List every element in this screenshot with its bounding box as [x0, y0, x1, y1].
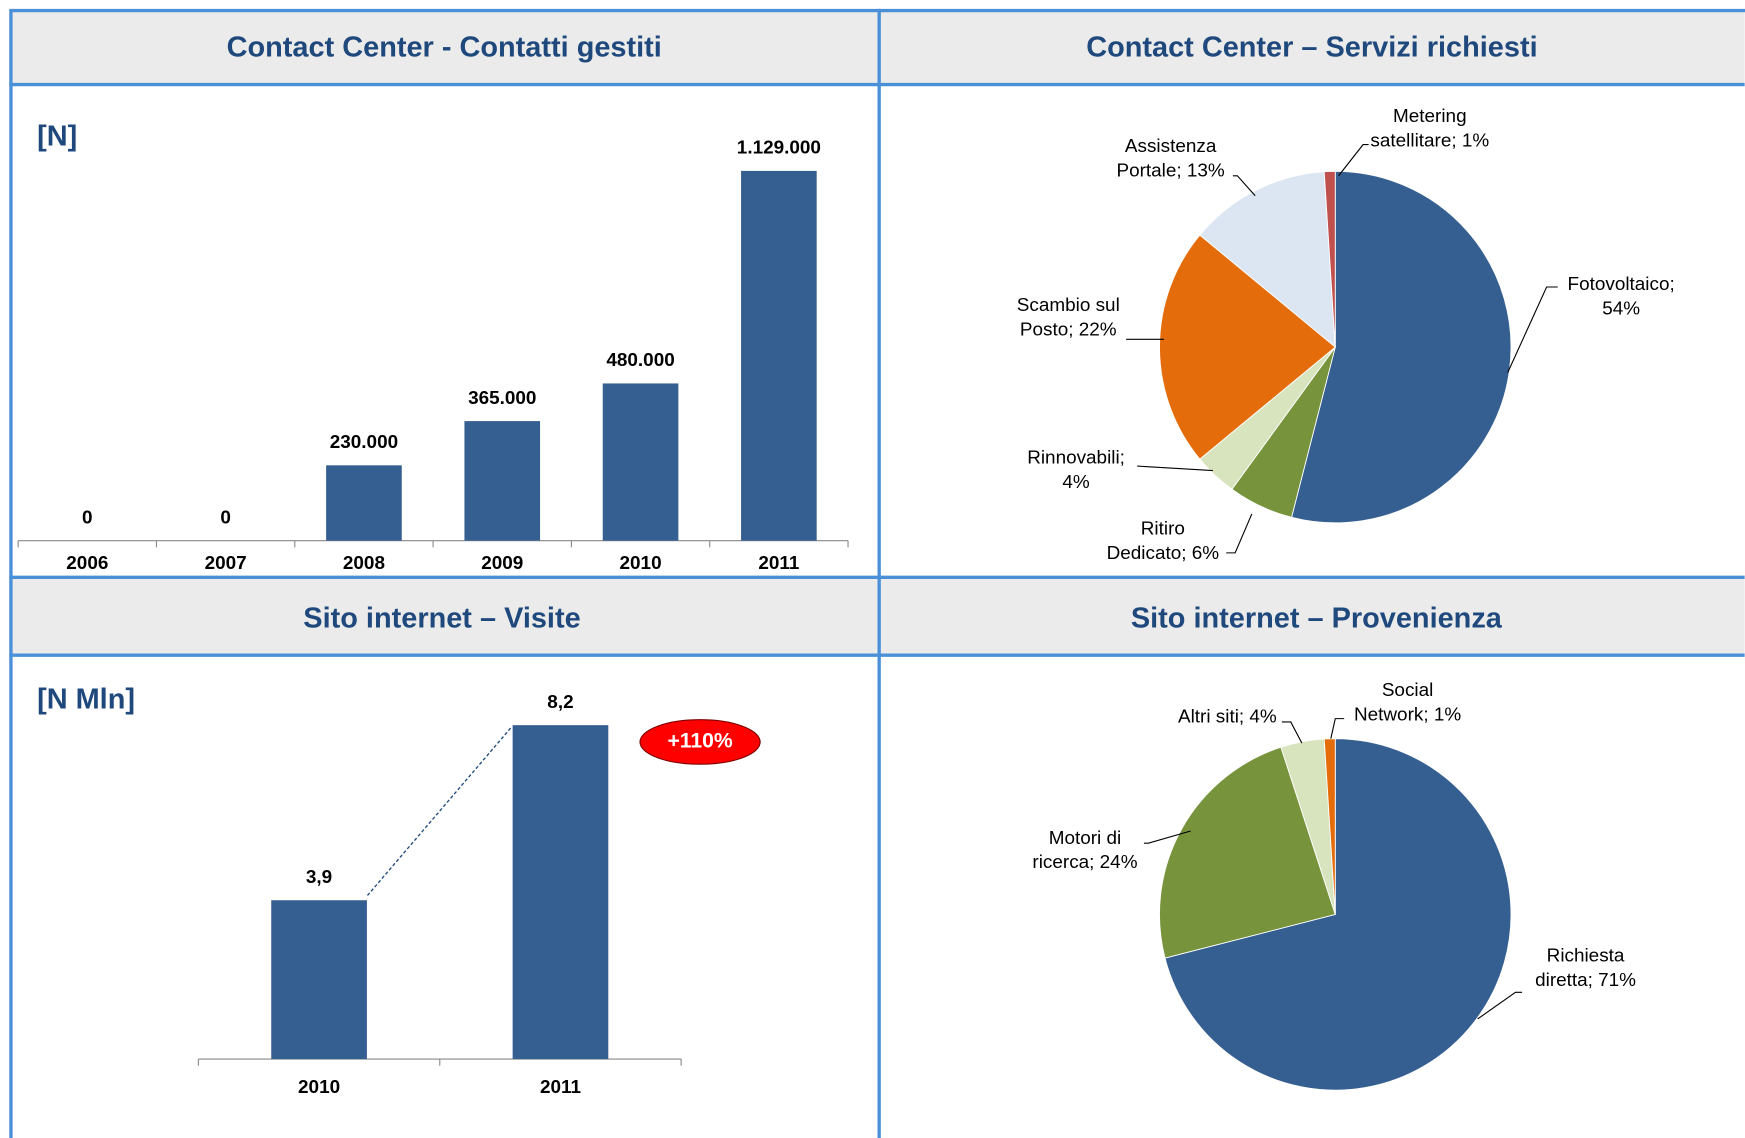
slice-label: Rinnovabili;: [1027, 447, 1125, 468]
bar: [512, 725, 609, 1060]
data-label: 0: [82, 507, 93, 528]
x-tick-label: 2006: [66, 553, 108, 574]
slice-label: Network; 1%: [1354, 704, 1461, 725]
data-label: 8,2: [547, 692, 573, 713]
slice-label: 4%: [1062, 472, 1090, 493]
bar: [464, 421, 541, 541]
pie-slice: [1323, 738, 1336, 915]
slice-label: Ritiro: [1141, 519, 1185, 540]
unit-label: [N]: [37, 121, 77, 153]
panel-title: Sito internet – Provenienza: [1131, 602, 1503, 634]
slice-label: Posto; 22%: [1020, 319, 1117, 340]
slice-label: Scambio sul: [1017, 295, 1120, 316]
bar: [326, 465, 402, 541]
slice-label: Fotovoltaico;: [1568, 274, 1675, 295]
data-label: 230.000: [330, 432, 398, 453]
slice-label: Motori di: [1049, 828, 1121, 849]
x-tick-label: 2011: [540, 1077, 581, 1098]
x-tick-label: 2010: [298, 1077, 340, 1098]
slice-label: Richiesta: [1547, 946, 1625, 967]
panel-title: Contact Center - Contatti gestiti: [227, 32, 662, 64]
leader-line: [1143, 830, 1191, 844]
x-tick-label: 2011: [758, 553, 799, 574]
x-tick-label: 2010: [620, 553, 662, 574]
bar: [271, 900, 367, 1060]
leader-line: [1330, 718, 1345, 739]
panels: [9, 8, 1745, 1138]
leader-line: [1477, 991, 1523, 1020]
slice-label: Assistenza: [1125, 136, 1217, 157]
leader-line: [1338, 144, 1369, 177]
slice-label: Social: [1382, 680, 1433, 701]
slice-label: Dedicato; 6%: [1107, 543, 1220, 564]
pie-slice: [1159, 746, 1336, 959]
data-label: 3,9: [306, 867, 332, 888]
header-bg: [9, 8, 880, 84]
data-label: 1.129.000: [737, 138, 821, 159]
trend-line: [366, 725, 513, 896]
leader-line: [1281, 721, 1303, 744]
x-tick-label: 2009: [481, 553, 523, 574]
x-tick-label: 2007: [205, 553, 247, 574]
bar: [741, 170, 817, 541]
header-bg: [9, 578, 880, 655]
x-tick-label: 2008: [343, 553, 385, 574]
panel-title: Contact Center – Servizi richiesti: [1086, 32, 1537, 64]
pie-slice: [1199, 171, 1336, 349]
pie-slice: [1159, 234, 1336, 460]
slice-label: satellitare; 1%: [1370, 130, 1489, 151]
annotation: +110%: [667, 730, 732, 753]
slice-label: Metering: [1393, 106, 1467, 127]
bar: [602, 383, 679, 541]
leader-line: [1232, 175, 1256, 197]
leader-line: [1226, 513, 1253, 554]
unit-label: [N Mln]: [37, 683, 135, 715]
data-label: 365.000: [468, 388, 536, 409]
data-label: 0: [220, 507, 231, 528]
slice-label: ricerca; 24%: [1032, 852, 1137, 873]
header-bg: [879, 8, 1745, 84]
leader-line: [1137, 465, 1213, 472]
annotation-bubble: [639, 719, 761, 765]
slice-label: diretta; 71%: [1535, 970, 1636, 991]
slice-label: Altri siti; 4%: [1178, 707, 1277, 728]
slice-label: 54%: [1602, 298, 1640, 319]
pie-slice: [1164, 738, 1512, 1091]
data-label: 480.000: [606, 350, 674, 371]
leader-line: [1507, 286, 1558, 373]
pie-slice: [1323, 170, 1336, 348]
panel-title: Sito internet – Visite: [303, 602, 580, 634]
header-bg: [879, 578, 1745, 655]
slice-label: Portale; 13%: [1117, 160, 1225, 181]
